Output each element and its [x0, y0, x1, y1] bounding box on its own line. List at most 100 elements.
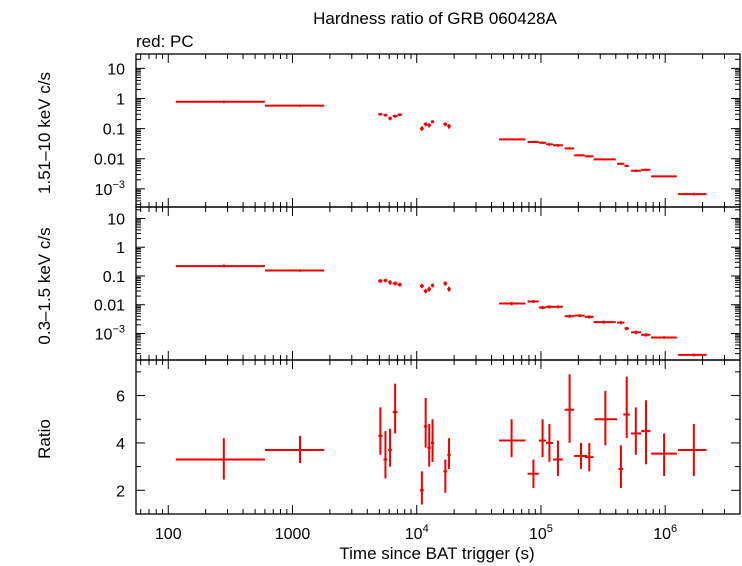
- data-point: [419, 471, 424, 505]
- panel-frame-soft: [135, 206, 741, 361]
- data-point: [574, 442, 588, 469]
- x-tick-label: 106: [653, 523, 677, 543]
- y-tick-label: 10: [107, 211, 125, 228]
- y-tick-label: 6: [116, 389, 125, 406]
- data-point: [564, 374, 575, 443]
- data-point: [378, 112, 383, 116]
- y-tick-label: 0.1: [103, 122, 125, 139]
- data-point: [419, 283, 424, 289]
- data-point: [678, 192, 707, 196]
- data-point: [678, 353, 707, 357]
- data-point: [593, 320, 616, 324]
- y-tick-label: 10−3: [95, 324, 125, 344]
- data-point: [546, 143, 554, 146]
- data-point: [175, 264, 265, 268]
- data-point: [641, 333, 651, 337]
- data-point: [553, 305, 563, 309]
- data-point: [423, 122, 428, 127]
- data-point: [678, 423, 707, 477]
- data-point: [264, 269, 325, 272]
- data-point: [527, 300, 539, 303]
- y-tick-label: 1: [116, 91, 125, 108]
- data-point: [574, 314, 585, 318]
- y-tick-label: 10−3: [95, 179, 125, 199]
- data-point: [574, 154, 585, 157]
- data-point: [378, 279, 383, 283]
- data-point: [423, 397, 428, 448]
- y-axis-label-soft: 0.3–1.5 keV c/s: [35, 227, 54, 344]
- panel-frame-hard: [135, 53, 741, 208]
- x-tick-label: 104: [405, 523, 429, 543]
- data-point: [383, 431, 388, 479]
- y-axis-label-hard: 1.51–10 keV c/s: [35, 72, 54, 194]
- data-point: [499, 419, 526, 458]
- data-point: [623, 376, 630, 439]
- data-point: [546, 423, 554, 462]
- data-point: [584, 155, 594, 158]
- data-point: [430, 283, 435, 288]
- data-point: [430, 120, 435, 124]
- data-point: [499, 138, 526, 141]
- data-point: [624, 326, 629, 331]
- data-point: [564, 147, 575, 150]
- data-point: [553, 143, 563, 147]
- data-point: [630, 169, 642, 173]
- data-point: [443, 459, 448, 493]
- data-point: [397, 282, 402, 287]
- data-point: [651, 433, 677, 477]
- data-point: [564, 314, 575, 318]
- data-point: [427, 423, 431, 467]
- data-point: [584, 442, 594, 472]
- y-tick-label: 10: [107, 61, 125, 78]
- data-point: [383, 278, 388, 283]
- data-point: [527, 140, 539, 144]
- data-point: [447, 438, 451, 469]
- data-point: [443, 281, 448, 286]
- data-point: [378, 407, 383, 455]
- x-tick-label: 1000: [275, 526, 311, 543]
- y-tick-label: 0.1: [103, 269, 125, 286]
- data-point: [264, 435, 325, 464]
- y-tick-label: 4: [116, 436, 125, 453]
- data-point: [447, 124, 451, 129]
- data-point: [527, 459, 539, 488]
- data-point: [427, 123, 431, 128]
- data-point: [618, 445, 624, 488]
- panel-frame-ratio: [135, 359, 741, 515]
- data-point: [641, 400, 651, 465]
- chart-subtitle: red: PC: [136, 32, 194, 51]
- data-point: [624, 164, 629, 168]
- y-tick-label: 1: [116, 240, 125, 257]
- data-point: [423, 288, 428, 294]
- data-point: [651, 175, 677, 178]
- data-point: [419, 126, 424, 131]
- data-point: [584, 315, 594, 319]
- data-point: [392, 383, 398, 434]
- data-point: [538, 419, 547, 458]
- x-tick-label: 100: [155, 526, 182, 543]
- data-point: [546, 305, 554, 309]
- panel-hard-band: 10 1 0.1 0.01 10−3: [94, 53, 741, 208]
- data-point: [641, 168, 651, 172]
- data-point: [594, 390, 618, 446]
- chart-title: Hardness ratio of GRB 060428A: [313, 9, 557, 28]
- panel-soft-band: 10 1 0.1 0.01 10−3: [94, 206, 741, 361]
- data-point: [630, 330, 642, 335]
- data-point: [617, 162, 625, 165]
- data-point: [388, 428, 392, 467]
- data-point: [397, 113, 402, 117]
- y-tick-label: 0.01: [94, 152, 125, 169]
- data-point: [651, 336, 677, 339]
- data-point: [264, 104, 325, 107]
- data-point: [593, 158, 616, 161]
- y-tick-label: 0.01: [94, 298, 125, 315]
- data-point: [427, 286, 431, 292]
- data-point: [388, 280, 392, 285]
- data-point: [499, 301, 526, 306]
- y-tick-label: 2: [116, 483, 125, 500]
- data-point: [553, 440, 563, 477]
- data-point: [443, 122, 448, 127]
- x-axis-label: Time since BAT trigger (s): [339, 544, 534, 563]
- data-point: [538, 306, 547, 310]
